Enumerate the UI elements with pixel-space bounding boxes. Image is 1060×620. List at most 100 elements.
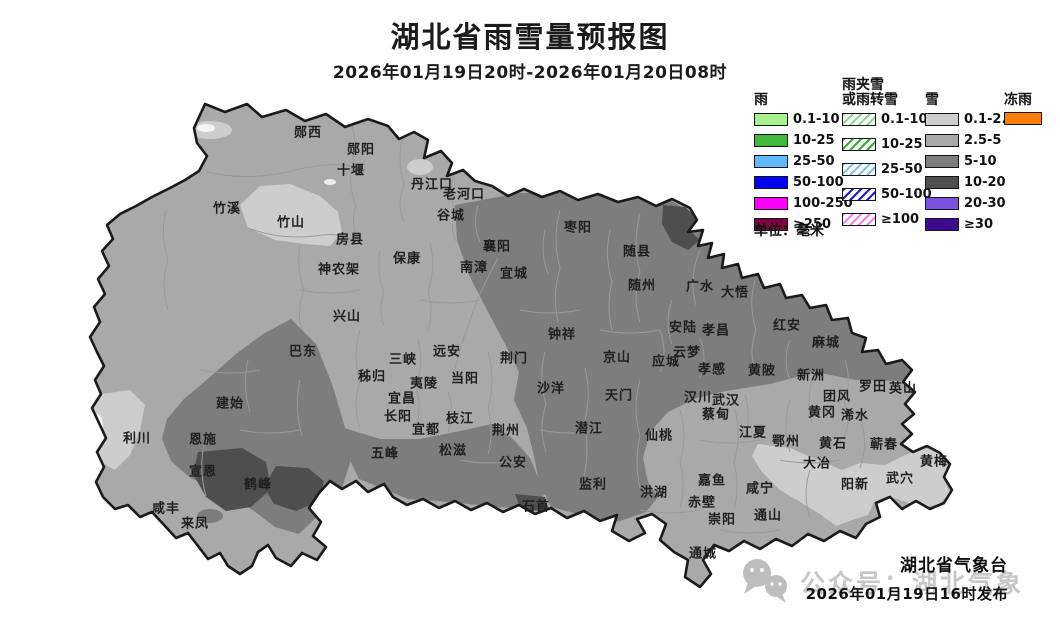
map-label: 夷陵 xyxy=(409,376,439,392)
legend-swatch xyxy=(925,113,959,126)
map-label: 郧阳 xyxy=(346,142,376,158)
legend-sleet-header-line2: 或雨转雪 xyxy=(842,92,898,108)
issue-time: 2026年01月19日16时发布 xyxy=(805,585,1008,603)
map-label: 应城 xyxy=(651,354,681,370)
map-label: 京山 xyxy=(602,350,632,366)
map-label: 黄石 xyxy=(818,436,848,452)
map-label: 浠水 xyxy=(840,408,870,424)
map-label: 广水 xyxy=(685,279,715,295)
map-label: 长阳 xyxy=(383,409,413,425)
map-label: 武汉 xyxy=(711,393,741,409)
map-label: 通山 xyxy=(753,508,783,524)
legend-row: ≥250 xyxy=(754,217,853,232)
legend-swatch xyxy=(754,218,788,231)
map-label: 武穴 xyxy=(885,471,915,487)
legend-range: 10-20 xyxy=(964,175,1006,190)
map-label: 黄陂 xyxy=(747,363,777,379)
map-label: 宜昌 xyxy=(387,391,417,407)
legend-rain: 雨 0.1-10 10-25 25-50 50-100 100-250 ≥250 xyxy=(754,93,853,238)
legend-swatch xyxy=(754,176,788,189)
snow-10-20-xuanen xyxy=(193,448,271,511)
legend-range: 0.1-10 xyxy=(881,112,928,127)
map-label: 随县 xyxy=(622,244,652,260)
map-label: 沙洋 xyxy=(536,381,566,397)
snow-0p1-2p5-zhushan xyxy=(240,184,342,246)
map-label: 监利 xyxy=(578,477,608,493)
snow-0p1-2p5-lichuan xyxy=(90,390,145,470)
map-label: 松滋 xyxy=(438,443,468,459)
snow-10-20-suixian xyxy=(662,205,700,250)
map-label: 谷城 xyxy=(436,208,466,224)
legend-swatch xyxy=(754,134,788,147)
map-label: 团风 xyxy=(822,389,852,405)
legend-swatch xyxy=(925,176,959,189)
legend-row: 25-50 xyxy=(842,162,932,177)
map-label: 潜江 xyxy=(574,421,604,437)
map-label: 麻城 xyxy=(811,335,841,351)
watermark: 公众号：湖北气象 xyxy=(740,556,1024,608)
legend-swatch xyxy=(754,155,788,168)
legend-freezing-header: 冻雨 xyxy=(1004,92,1032,108)
legend-range: 0.1-2.5 xyxy=(964,112,1016,127)
map-label: 蔡甸 xyxy=(701,407,731,423)
map-label: 黄梅 xyxy=(919,454,949,470)
legend-range: 25-50 xyxy=(793,154,835,169)
map-label: 安陆 xyxy=(668,320,698,336)
map-label: 老河口 xyxy=(442,187,486,203)
snow-0p1-2p5-danjiangkou-spot xyxy=(407,159,433,175)
legend-unit: 单位：毫米 xyxy=(754,223,824,239)
map-label: 远安 xyxy=(432,344,462,360)
map-label: 赤壁 xyxy=(687,495,717,511)
map-label: 枝江 xyxy=(445,411,475,427)
legend-swatch xyxy=(1004,112,1042,125)
map-label: 英山 xyxy=(888,381,918,397)
map-label: 咸丰 xyxy=(151,501,181,517)
legend-range: 50-100 xyxy=(881,187,932,202)
legend-range: 0.1-10 xyxy=(793,112,840,127)
map-label: 崇阳 xyxy=(707,512,737,528)
snow-5-10-laifeng-spot xyxy=(197,509,223,523)
legend-snow: 雪 0.1-2.5 2.5-5 5-10 10-20 20-30 ≥30 xyxy=(925,93,1015,238)
snow-10-20-hefeng xyxy=(264,466,324,511)
wechat-icon xyxy=(743,559,787,603)
legend-row: 50-100 xyxy=(754,175,853,190)
map-label: 蕲春 xyxy=(869,437,899,453)
map-label: 秭归 xyxy=(357,369,387,385)
legend-row: 0.1-10 xyxy=(842,112,932,127)
province-outline xyxy=(88,102,954,589)
map-label: 竹山 xyxy=(276,215,306,231)
legend-swatch-hatched xyxy=(842,188,876,201)
map-label: 孝昌 xyxy=(701,323,731,339)
map-label: 天门 xyxy=(604,388,634,404)
forecast-period: 2026年01月19日20时-2026年01月20日08时 xyxy=(332,63,728,83)
legend-row: 25-50 xyxy=(754,154,853,169)
legend-range: 10-25 xyxy=(793,133,835,148)
legend-sleet: 雨夹雪 或雨转雪 0.1-10 10-25 25-50 50-100 ≥100 xyxy=(842,78,932,237)
legend-range: 25-50 xyxy=(881,162,923,177)
map-label: 宣恩 xyxy=(188,464,218,480)
map-label: 南漳 xyxy=(459,260,489,276)
legend-row: 50-100 xyxy=(842,187,932,202)
legend-row: 100-250 xyxy=(754,196,853,211)
map-label: 阳新 xyxy=(840,477,870,493)
legend-row: ≥30 xyxy=(925,217,1015,232)
legend-row: 20-30 xyxy=(925,196,1015,211)
map-label: 神农架 xyxy=(317,262,361,278)
map-label: 建始 xyxy=(215,396,245,412)
map-label: 石首 xyxy=(521,499,551,515)
legend-row: 2.5-5 xyxy=(925,133,1015,148)
map-label: 郧西 xyxy=(293,125,323,141)
map-label: 利川 xyxy=(122,431,152,447)
legend-range: 50-100 xyxy=(793,175,844,190)
legend-sleet-header: 雨夹雪 或雨转雪 xyxy=(842,78,932,108)
legend-range: 2.5-5 xyxy=(964,133,1002,148)
legend-swatch xyxy=(754,113,788,126)
map-label: 新洲 xyxy=(796,368,826,384)
legend-row: 5-10 xyxy=(925,154,1015,169)
map-label: 江夏 xyxy=(738,425,768,441)
legend-sleet-header-line1: 雨夹雪 xyxy=(842,77,884,93)
map-label: 汉川 xyxy=(683,390,713,406)
legend-range: 5-10 xyxy=(964,154,997,169)
county-boundaries xyxy=(162,125,866,534)
